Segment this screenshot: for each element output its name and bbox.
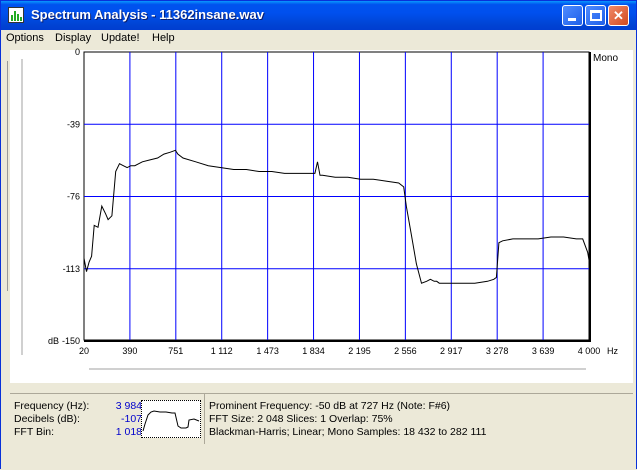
cursor-readout: Frequency (Hz): 3 984 Decibels (dB): -10…: [10, 394, 205, 444]
spectrum-series-line: [83, 149, 590, 284]
minimize-icon: [568, 18, 576, 21]
title-bar[interactable]: Spectrum Analysis - 11362insane.wav ✕: [1, 1, 636, 30]
x-axis-labels: 20 390 751 1 112 1 473 1 834 2 195 2 556 2 917 3 …: [79, 346, 600, 356]
x-tick-label: 2 556: [394, 346, 417, 356]
y-unit-label: dB: [48, 336, 59, 346]
x-tick-label: 1 473: [256, 346, 279, 356]
y-tick-label: -76: [67, 192, 80, 202]
frequency-value: 3 984: [115, 400, 142, 412]
x-tick-label: 4 000: [578, 346, 601, 356]
decibels-label: Decibels (dB):: [14, 413, 80, 425]
minimize-button[interactable]: [562, 5, 583, 26]
maximize-icon: [590, 10, 602, 21]
menu-options[interactable]: Options: [6, 32, 44, 44]
x-tick-label: 3 639: [532, 346, 555, 356]
close-button[interactable]: ✕: [608, 5, 629, 26]
fft-bin-value: 1 018: [115, 426, 142, 438]
frequency-label: Frequency (Hz):: [14, 400, 90, 412]
menu-help[interactable]: Help: [152, 32, 175, 44]
x-tick-label: 20: [79, 346, 89, 356]
x-tick-label: 390: [122, 346, 137, 356]
fft-bin-label: FFT Bin:: [14, 426, 55, 438]
window-settings-text: Blackman-Harris; Linear; Mono Samples: 1…: [209, 426, 487, 438]
window-title: Spectrum Analysis - 11362insane.wav: [31, 7, 264, 22]
x-tick-label: 2 917: [440, 346, 463, 356]
horizontal-scroll-slider[interactable]: [89, 368, 586, 370]
x-tick-label: 1 112: [211, 346, 233, 356]
y-tick-label: -39: [67, 119, 80, 129]
close-icon: ✕: [613, 8, 624, 23]
spectrum-thumbnail[interactable]: [141, 400, 201, 438]
thumbnail-line: [142, 410, 200, 432]
decibels-value: -107: [120, 413, 142, 425]
prominent-frequency-text: Prominent Frequency: -50 dB at 727 Hz (N…: [209, 400, 451, 412]
status-bar: [1, 445, 636, 469]
menu-bar: Options Display Update! Help: [1, 30, 636, 49]
x-tick-label: 2 195: [348, 346, 371, 356]
y-axis-labels: 0 -39 -76 -113 -150: [62, 47, 80, 346]
background-window-edge: [2, 61, 8, 291]
y-tick-label: -150: [62, 336, 80, 346]
plot-grid: [84, 52, 589, 341]
menu-display[interactable]: Display: [55, 32, 92, 44]
x-tick-label: 1 834: [302, 346, 325, 356]
x-tick-label: 3 278: [486, 346, 509, 356]
spectrum-app-icon: [8, 7, 24, 23]
y-tick-label: 0: [75, 47, 80, 57]
menu-update[interactable]: Update!: [101, 32, 140, 44]
thumbnail-graph: [142, 410, 200, 432]
y-tick-label: -113: [63, 264, 80, 274]
fft-settings-text: FFT Size: 2 048 Slices: 1 Overlap: 75%: [209, 413, 393, 425]
info-panel: Frequency (Hz): 3 984 Decibels (dB): -10…: [10, 393, 633, 444]
x-tick-label: 751: [168, 346, 183, 356]
x-unit-label: Hz: [607, 346, 618, 356]
channel-label: Mono: [593, 53, 619, 64]
maximize-button[interactable]: [585, 5, 606, 26]
vertical-zoom-slider[interactable]: [21, 59, 23, 355]
